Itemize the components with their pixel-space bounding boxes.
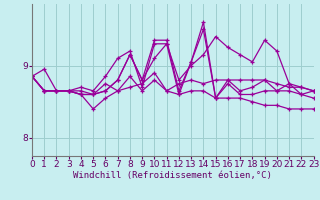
X-axis label: Windchill (Refroidissement éolien,°C): Windchill (Refroidissement éolien,°C) xyxy=(73,171,272,180)
